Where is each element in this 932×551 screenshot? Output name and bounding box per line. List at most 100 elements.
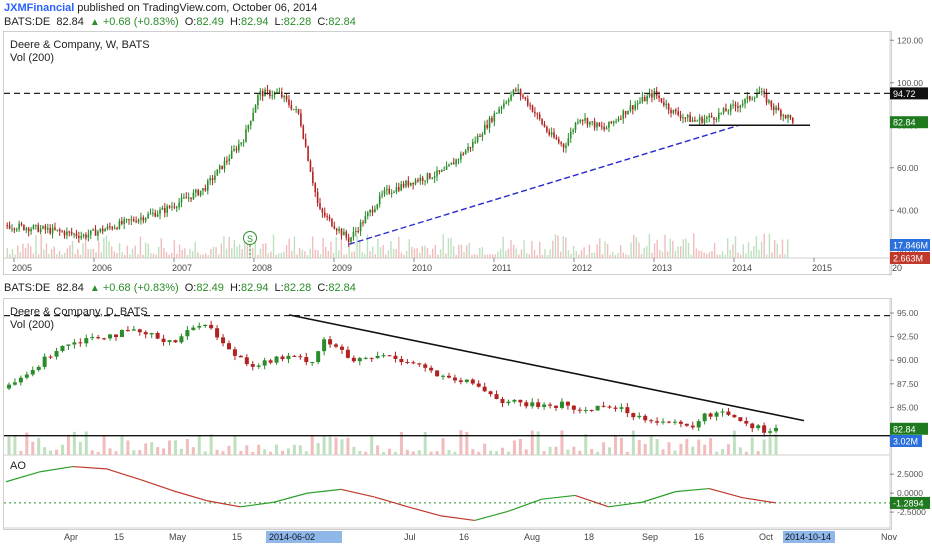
candle-body: [111, 227, 114, 229]
volume-bar: [672, 240, 674, 258]
volume-bar: [750, 437, 754, 455]
volume-bar: [423, 431, 427, 455]
candle-body: [6, 225, 8, 227]
volume-bar: [583, 247, 585, 258]
volume-bar: [512, 440, 516, 455]
volume-bar: [763, 233, 765, 258]
volume-bar: [631, 430, 635, 455]
candle-body: [381, 355, 386, 357]
volume-bar: [715, 451, 719, 455]
candle-body: [627, 110, 629, 115]
candle-body: [448, 164, 450, 166]
volume-bar: [306, 254, 309, 258]
candle-body: [749, 96, 751, 100]
candle-body: [152, 212, 154, 214]
candle-body: [13, 228, 16, 230]
volume-bar: [251, 451, 255, 455]
volume-bar: [630, 242, 632, 258]
candle-body: [440, 170, 443, 172]
candle-body: [30, 370, 35, 375]
volume-bar: [584, 434, 588, 455]
volume-bar: [311, 236, 314, 258]
volume-bar: [60, 444, 64, 455]
candle-body: [298, 356, 303, 358]
candle-body: [11, 228, 13, 230]
volume-bar: [399, 431, 403, 455]
volume-bar: [343, 254, 345, 258]
author-link[interactable]: JXMFinancial: [4, 2, 75, 14]
candle-body: [46, 228, 49, 230]
price-tick-label: 120.00: [897, 35, 923, 45]
candle-body: [104, 229, 106, 232]
volume-bar: [9, 254, 11, 258]
candle-body: [792, 117, 794, 123]
ao-segment: [407, 506, 442, 517]
candle-body: [510, 94, 512, 101]
candle-body: [495, 112, 498, 114]
cursor-end-label: 2014-10-14: [785, 532, 831, 542]
volume-bar: [437, 254, 439, 258]
candle-body: [678, 421, 683, 424]
volume-bar: [275, 254, 277, 258]
low-label-2: L:: [274, 282, 284, 294]
candle-body: [51, 227, 54, 234]
daily-chart-panel[interactable]: 95.00 92.50 90.00 87.50 85.00 82.84 3.02M 2.500…: [3, 298, 930, 543]
volume-bar: [390, 241, 392, 258]
candle-body: [109, 226, 111, 228]
volume-bar: [495, 451, 499, 455]
candle-body: [118, 221, 121, 229]
low-value-2: 82.28: [283, 282, 312, 294]
volume-bar: [426, 247, 429, 258]
volume-bar: [518, 439, 522, 455]
uptrend-line: [348, 124, 740, 245]
volume-bar: [677, 246, 679, 258]
candle-body: [156, 214, 159, 217]
last-price-2: 82.84: [56, 282, 84, 294]
candle-body: [140, 217, 142, 220]
candle-body: [691, 120, 694, 122]
volume-bar: [40, 234, 42, 258]
candle-body: [479, 135, 481, 137]
candle-body: [446, 375, 451, 378]
candle-body: [357, 358, 362, 362]
volume-bar: [557, 235, 559, 258]
volume-marker-2-bg: [890, 252, 930, 264]
candle-body: [206, 180, 209, 191]
candle-body: [278, 91, 281, 93]
candle-body: [713, 117, 715, 120]
time-tick-label: Apr: [64, 532, 78, 542]
candle-body: [249, 120, 252, 126]
candle-body: [288, 99, 290, 105]
volume-bar: [398, 236, 400, 258]
low-value: 82.28: [283, 16, 312, 28]
ao-segment: [273, 492, 308, 503]
candle-body: [417, 363, 422, 365]
candle-body: [470, 379, 475, 384]
volume-bar: [292, 444, 296, 455]
candle-body: [340, 228, 343, 236]
candle-body: [402, 183, 405, 187]
weekly-chart-panel[interactable]: 120.00100.0080.0060.0040.0020.0020052006…: [3, 31, 930, 276]
weekly-chart-svg[interactable]: 120.00100.0080.0060.0040.0020.0020052006…: [4, 32, 932, 276]
volume-bar: [72, 431, 76, 455]
cursor-start-bg: [266, 531, 342, 543]
volume-bar: [773, 240, 776, 258]
volume-bar: [246, 243, 249, 258]
up-arrow-icon: ▲: [89, 17, 100, 28]
candle-body: [706, 117, 708, 119]
candle-body: [646, 95, 648, 102]
candle-body: [574, 122, 577, 131]
daily-chart-svg[interactable]: 95.00 92.50 90.00 87.50 85.00 82.84 3.02M 2.500…: [4, 299, 932, 551]
volume-bar: [458, 244, 460, 258]
volume-bar: [635, 236, 638, 258]
volume-bar: [477, 451, 481, 455]
volume-bar: [163, 247, 165, 258]
candle-body: [684, 117, 687, 119]
volume-bar: [483, 443, 487, 455]
volume-bar: [542, 451, 546, 455]
volume-bar: [254, 236, 256, 258]
change: +0.68 (+0.83%): [102, 16, 179, 28]
candle-body: [70, 231, 73, 234]
candle-body: [696, 421, 701, 428]
candle-body: [714, 412, 719, 417]
